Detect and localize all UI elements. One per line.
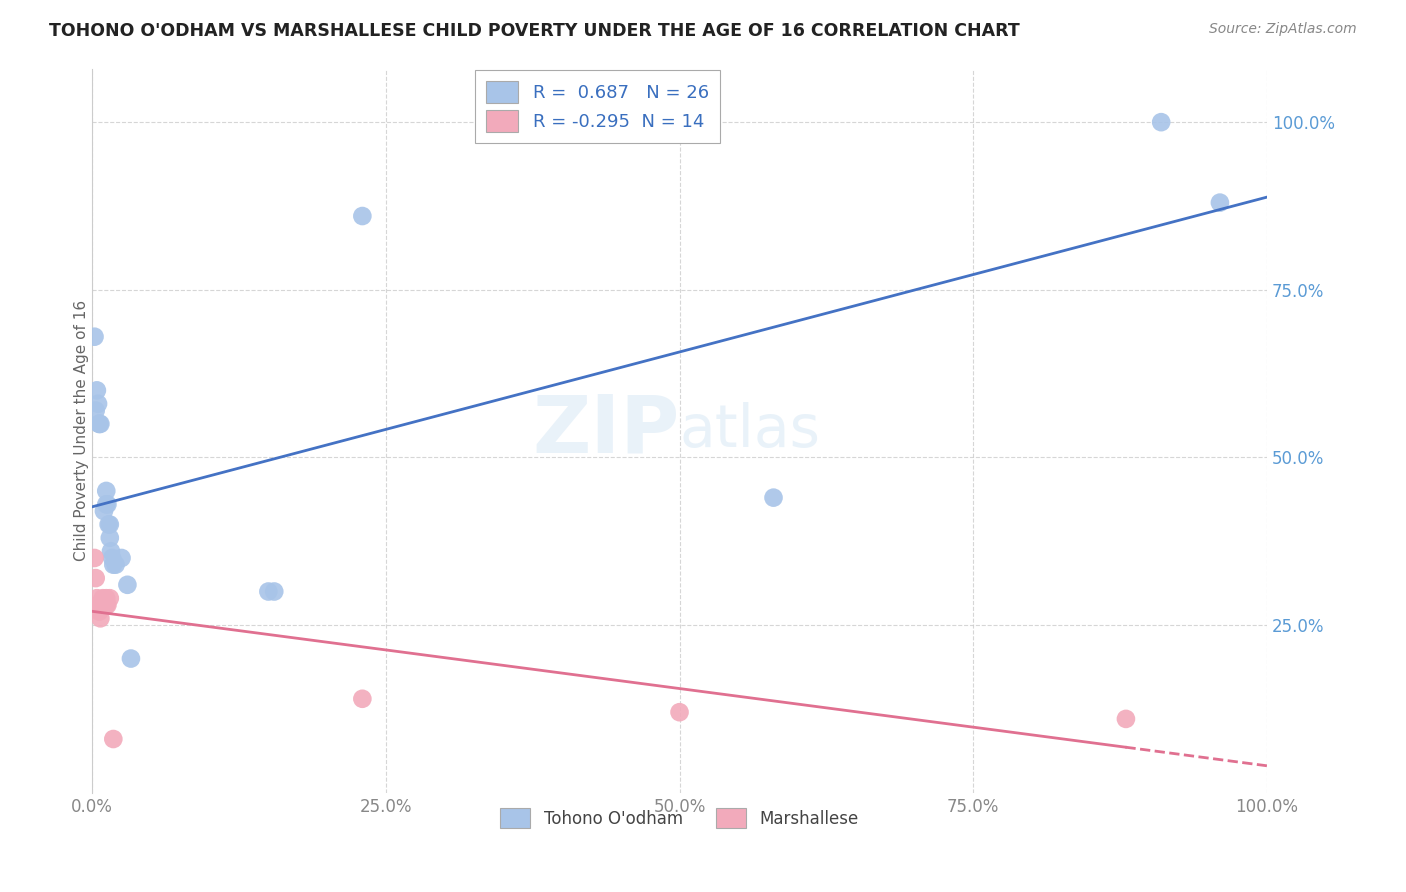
Point xyxy=(352,691,374,706)
Point xyxy=(86,384,108,398)
Point xyxy=(89,605,111,619)
Point xyxy=(120,651,142,665)
Point xyxy=(100,544,122,558)
Point xyxy=(90,598,112,612)
Point xyxy=(89,611,111,625)
Point xyxy=(96,591,118,606)
Point xyxy=(257,584,280,599)
Point xyxy=(89,417,111,431)
Point xyxy=(89,417,111,431)
Point xyxy=(762,491,785,505)
Legend: Tohono O'odham, Marshallese: Tohono O'odham, Marshallese xyxy=(494,801,865,835)
Point xyxy=(668,705,690,719)
Point xyxy=(263,584,285,599)
Text: Source: ZipAtlas.com: Source: ZipAtlas.com xyxy=(1209,22,1357,37)
Point xyxy=(83,329,105,343)
Point xyxy=(101,551,124,566)
Point xyxy=(98,531,121,545)
Point xyxy=(96,497,118,511)
Point xyxy=(110,551,132,566)
Point xyxy=(117,578,139,592)
Point xyxy=(1209,195,1232,210)
Point xyxy=(93,504,115,518)
Point xyxy=(352,209,374,223)
Point xyxy=(104,558,127,572)
Point xyxy=(84,403,107,417)
Point xyxy=(103,731,125,746)
Point xyxy=(103,558,125,572)
Point xyxy=(89,417,111,431)
Point xyxy=(96,598,118,612)
Text: ZIP: ZIP xyxy=(533,392,679,469)
Point xyxy=(86,591,108,606)
Point xyxy=(98,591,121,606)
Point xyxy=(83,551,105,566)
Point xyxy=(91,591,114,606)
Point xyxy=(87,397,110,411)
Point xyxy=(96,598,118,612)
Point xyxy=(87,598,110,612)
Point xyxy=(96,483,118,498)
Text: atlas: atlas xyxy=(679,402,821,459)
Point xyxy=(84,571,107,585)
Text: TOHONO O'ODHAM VS MARSHALLESE CHILD POVERTY UNDER THE AGE OF 16 CORRELATION CHAR: TOHONO O'ODHAM VS MARSHALLESE CHILD POVE… xyxy=(49,22,1019,40)
Point xyxy=(1115,712,1137,726)
Point xyxy=(96,497,118,511)
Point xyxy=(1150,115,1173,129)
Y-axis label: Child Poverty Under the Age of 16: Child Poverty Under the Age of 16 xyxy=(73,300,89,561)
Point xyxy=(97,517,120,532)
Point xyxy=(98,517,121,532)
